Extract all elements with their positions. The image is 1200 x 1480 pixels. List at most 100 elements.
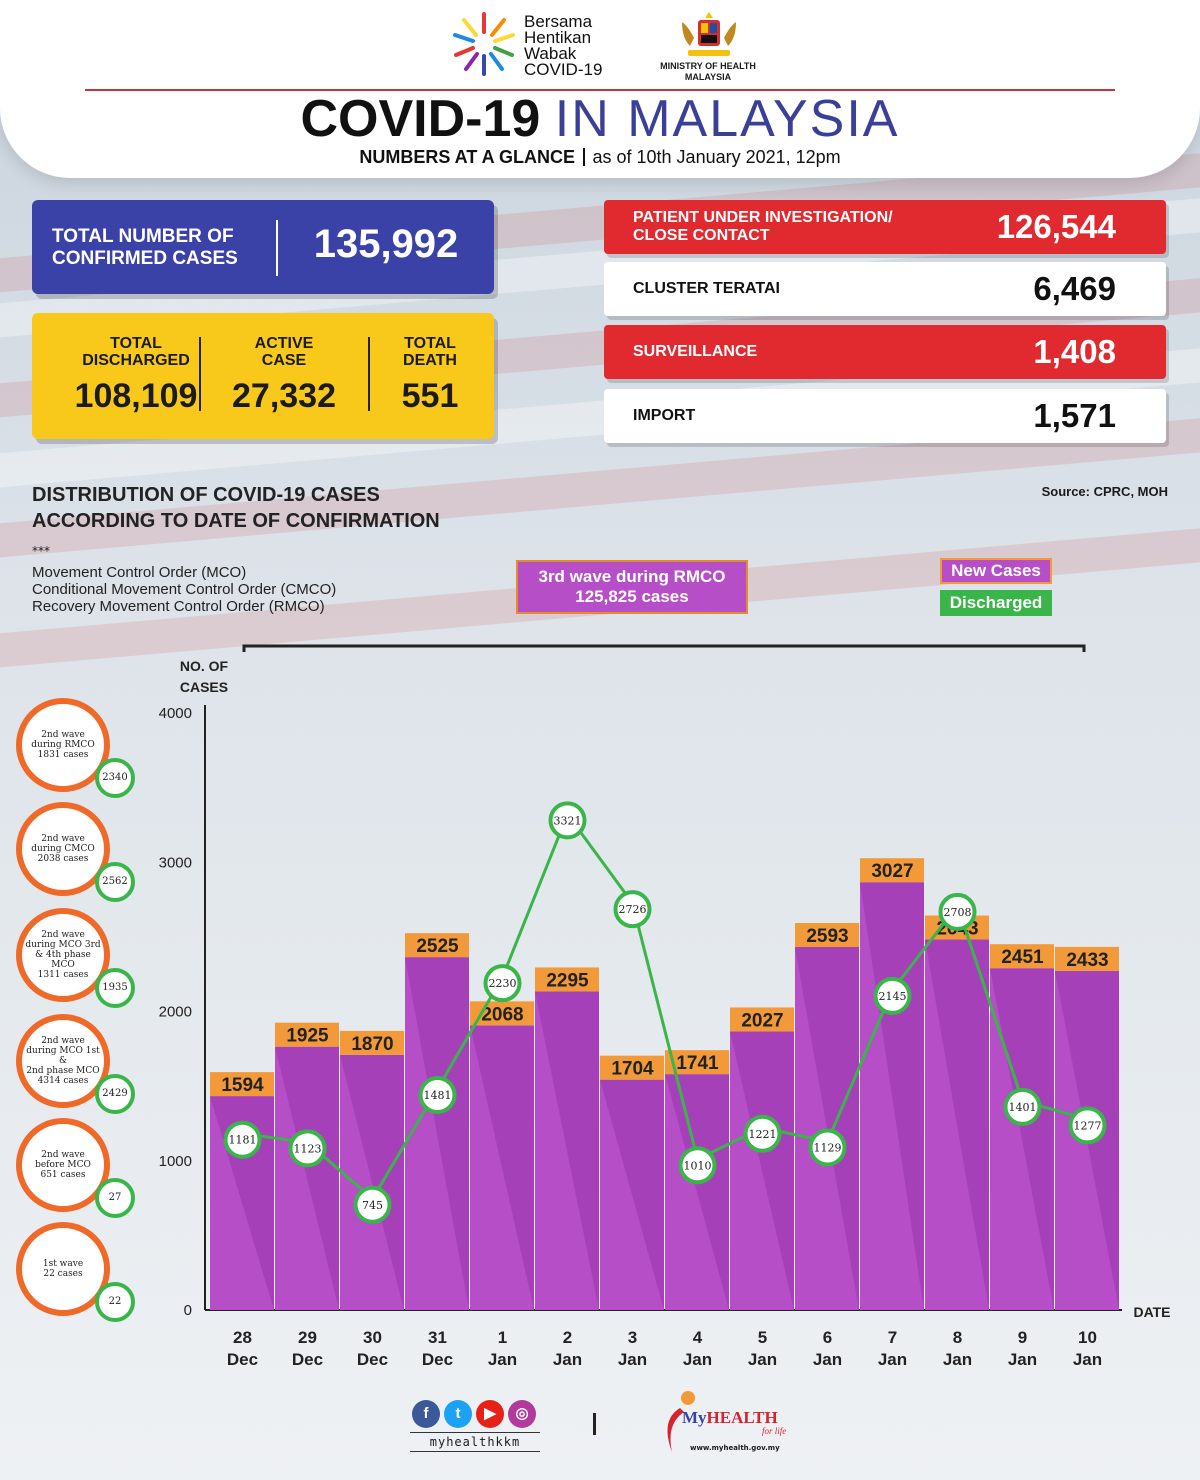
wave-bubble-line: during RMCO <box>31 740 95 750</box>
bar-cap <box>1055 946 1119 971</box>
bar-value-label: 1925 <box>286 1026 329 1047</box>
discharged-point: 1221 <box>743 1114 782 1153</box>
x-tick-label: 9 <box>1018 1328 1027 1347</box>
bar-value-label: 2068 <box>481 1004 523 1025</box>
discharged-point: 3321 <box>548 801 587 840</box>
discharged-value-label: 1129 <box>814 1141 842 1154</box>
breakdown-value: 6,469 <box>1033 270 1116 307</box>
third-wave-box: 3rd wave during RMCO 125,825 cases <box>516 560 748 614</box>
wave-bubble-line: during MCO 3rd <box>25 940 101 950</box>
bar-value-label: 2451 <box>1001 947 1044 968</box>
header: Bersama Hentikan Wabak COVID-19 MINISTRY… <box>0 0 1200 178</box>
discharged-point: 2145 <box>873 976 912 1015</box>
x-tick-label: 7 <box>888 1328 897 1347</box>
discharged-point: 1277 <box>1068 1106 1107 1145</box>
discharged-badge <box>223 1120 262 1159</box>
bar-group: 2027 <box>730 1007 794 1310</box>
wave-bubble: 2nd wave during CMCO 2038 cases <box>16 802 110 896</box>
bar-value-label: 2295 <box>546 970 589 991</box>
bar <box>275 1046 339 1310</box>
wave-bubble: 2nd wave during MCO 1st & 2nd phase MCO 431… <box>16 1014 110 1108</box>
wave-bubble-line: during CMCO <box>31 844 95 854</box>
bar <box>665 1074 729 1310</box>
breakdown-value: 1,408 <box>1033 333 1116 370</box>
wave-discharged-badge: 2429 <box>95 1074 135 1114</box>
discharged-badge <box>1068 1106 1107 1145</box>
bar-group: 2451 <box>990 944 1054 1310</box>
x-tick-label: Jan <box>748 1350 777 1369</box>
x-tick-label: 8 <box>953 1328 962 1347</box>
wave-bubble-line: 1311 cases <box>37 970 89 980</box>
bar-shade <box>665 1074 729 1310</box>
wave-bubble-line: 2nd phase MCO <box>26 1066 100 1076</box>
bar <box>405 957 469 1310</box>
bar-cap <box>405 933 469 958</box>
facebook-icon[interactable]: f <box>412 1400 440 1428</box>
x-tick-label: 6 <box>823 1328 832 1347</box>
wave-bubble-line: 2nd wave <box>41 1150 85 1160</box>
mco-legend: Movement Control Order (MCO) Conditional… <box>32 564 337 615</box>
ministry-label: MINISTRY OF HEALTH MALAYSIA <box>660 61 756 82</box>
bar-value-label: 1741 <box>676 1053 719 1074</box>
bar-value-label: 1704 <box>611 1059 654 1080</box>
discharged-point: 1129 <box>808 1128 847 1167</box>
wave-bubble-line: 1831 cases <box>37 750 89 760</box>
discharged-badge <box>938 892 977 931</box>
wave-bubble-line: & 4th phase MCO <box>35 950 91 970</box>
discharged-value-label: 2145 <box>879 990 907 1003</box>
x-tick-label: 29 <box>298 1328 317 1347</box>
header-divider <box>85 89 1115 91</box>
instagram-icon[interactable]: ◎ <box>508 1400 536 1428</box>
bar-value-label: 2433 <box>1066 950 1108 971</box>
malaysia-crest-icon <box>682 12 736 56</box>
footnote-stars: *** <box>32 544 50 558</box>
bar-cap <box>340 1030 404 1055</box>
bar-group: 2068 <box>470 1001 534 1310</box>
x-tick-label: Jan <box>878 1350 907 1369</box>
myhealth-tagline: for life <box>762 1426 787 1436</box>
x-tick-label: Jan <box>488 1350 517 1369</box>
discharged-value-label: 1401 <box>1009 1101 1037 1114</box>
discharged-point: 1401 <box>1003 1087 1042 1126</box>
bar <box>600 1079 664 1310</box>
x-tick-label: 31 <box>428 1328 447 1347</box>
y-axis-label: CASES <box>180 679 228 695</box>
divider <box>199 337 201 411</box>
wave-discharged-badge: 1935 <box>95 968 135 1008</box>
bar <box>730 1031 794 1310</box>
legend-discharged: Discharged <box>940 590 1052 616</box>
x-tick-label: Jan <box>618 1350 647 1369</box>
x-tick-label: 2 <box>563 1328 572 1347</box>
source-label: Source: CPRC, MOH <box>1041 484 1168 499</box>
bar-cap <box>600 1055 664 1080</box>
discharged-badge <box>353 1185 392 1224</box>
myhealth-figure-icon <box>667 1391 695 1452</box>
bar-group: 1925 <box>275 1022 339 1310</box>
wave-bubble: 2nd wave during MCO 3rd & 4th phase MCO 131… <box>16 908 110 1002</box>
y-tick-label: 4000 <box>159 705 192 722</box>
bar <box>990 968 1054 1310</box>
bar <box>925 939 989 1310</box>
discharged-point: 1181 <box>223 1120 262 1159</box>
death-value: 551 <box>401 377 459 415</box>
covid-campaign-logo-icon <box>453 12 515 76</box>
subtitle-bold: NUMBERS AT A GLANCE <box>359 147 575 167</box>
bar <box>535 991 599 1310</box>
wave-bubble: 2nd wave before MCO 651 cases <box>16 1118 110 1212</box>
title-bold: COVID-19 <box>300 90 541 148</box>
x-tick-label: Jan <box>553 1350 582 1369</box>
bar-group: 1741 <box>665 1050 729 1310</box>
bar-shade <box>470 1025 534 1310</box>
y-tick-label: 3000 <box>159 854 192 871</box>
discharged-badge <box>418 1075 457 1114</box>
bar-group: 1870 <box>340 1030 404 1310</box>
discharged-value-label: 3321 <box>554 814 582 827</box>
bar-shade <box>340 1054 404 1310</box>
twitter-icon[interactable]: t <box>444 1400 472 1428</box>
discharged-value-label: 1010 <box>684 1159 712 1172</box>
discharged-badge <box>288 1129 327 1168</box>
bar-value-label: 3027 <box>871 861 913 882</box>
wave-discharged-badge: 2562 <box>95 862 135 902</box>
youtube-icon[interactable]: ▶ <box>476 1400 504 1428</box>
breakdown-surveillance: SURVEILLANCE 1,408 <box>604 325 1166 379</box>
